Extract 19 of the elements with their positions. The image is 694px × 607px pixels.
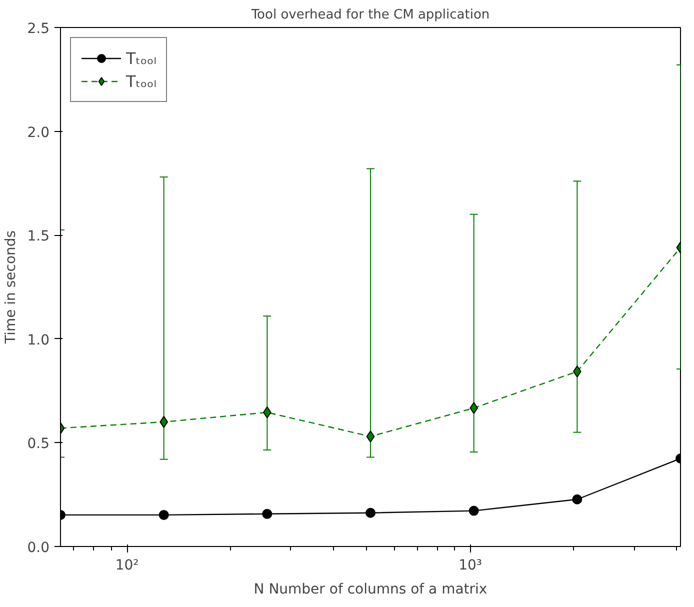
chart-title: Tool overhead for the CM application: [250, 8, 490, 22]
y-tick-label: 1.5: [27, 228, 50, 245]
y-tick-label: 2.5: [27, 21, 50, 37]
legend-label: Tₜₒₒₗ: [126, 72, 156, 90]
point: [366, 508, 376, 518]
y-tick-label: 1.0: [27, 332, 50, 348]
x-tick-label: 10³: [458, 558, 482, 574]
point: [262, 508, 272, 519]
point: [572, 494, 582, 504]
point: [366, 430, 375, 442]
y-tick-label: 0.0: [27, 540, 50, 556]
point: [158, 510, 169, 520]
legend-label: Tₜₒₒₗ: [126, 48, 156, 68]
y-tick-label: 2.0: [27, 124, 50, 141]
x-tick-label: 10²: [115, 558, 139, 574]
x-axis-title: N Number of columns of a matrix: [254, 582, 488, 598]
y-axis-title: Time in seconds: [3, 230, 20, 345]
y-tick-label: 0.5: [27, 436, 50, 452]
point: [468, 506, 479, 516]
